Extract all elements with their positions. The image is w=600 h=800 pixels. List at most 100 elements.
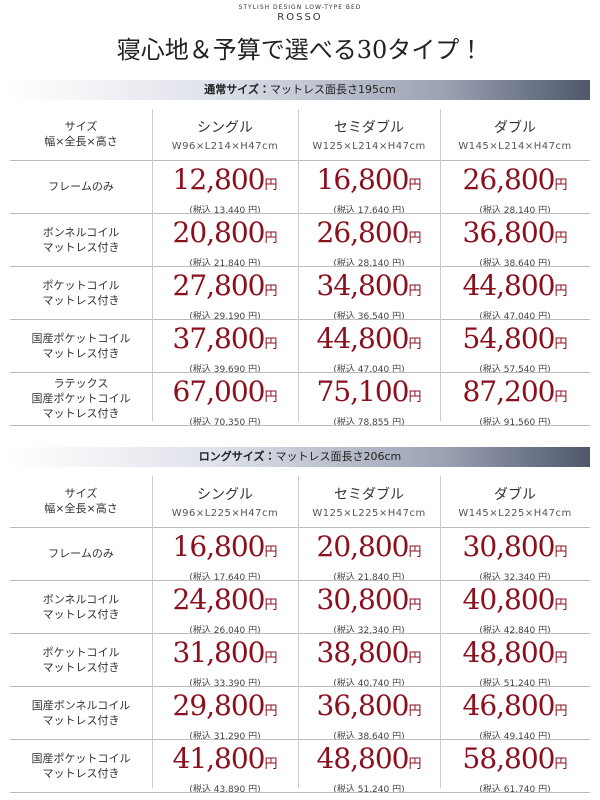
row-label: ポケットコイル マットレス付き [10,278,152,308]
tax-price: (税込 40,740 円) [333,679,405,689]
section-title-bold: 通常サイズ： [204,83,270,96]
row-divider [10,160,590,161]
row-divider [10,633,590,634]
price: 44,800円 [440,270,590,308]
tax-price: (税込 17,640 円) [189,573,261,583]
column-name: ダブル [494,487,536,503]
tax-price: (税込 26,040 円) [189,626,261,636]
price-unit: 円 [408,704,422,719]
price: 37,800円 [152,323,298,361]
price-value: 44,800 [462,269,556,302]
price-cell: 34,800円 (税込 36,540 円) [298,270,440,323]
price-cell: 37,800円 (税込 39,690 円) [152,323,298,376]
tax-price: (税込 28,140 円) [479,206,551,216]
price: 16,800円 [152,531,298,569]
column-header: ダブル W145×L225×H47cm [440,484,590,519]
price: 48,800円 [298,743,440,781]
price: 30,800円 [440,531,590,569]
label-line: 幅×全長×高さ [44,135,118,148]
column-divider [298,109,299,421]
price-cell: 26,800円 (税込 28,140 円) [298,217,440,270]
price-cell: 67,000円 (税込 70,350 円) [152,376,298,429]
price-cell: 54,800円 (税込 57,540 円) [440,323,590,376]
price: 24,800円 [152,584,298,622]
label-line: 国産ボンネルコイル [31,698,131,712]
price: 34,800円 [298,270,440,308]
label-line: マットレス付き [42,607,120,621]
price-unit: 円 [264,704,278,719]
column-divider [152,476,153,788]
price-value: 31,800 [172,636,266,669]
price-unit: 円 [554,545,568,560]
label-line: サイズ [64,120,98,133]
label-line: ラテックス [53,377,109,390]
price-cell: 30,800円 (税込 32,340 円) [440,531,590,584]
price-cell: 44,800円 (税込 47,040 円) [298,322,440,376]
price-value: 16,800 [172,530,266,563]
price-value: 41,800 [172,742,266,775]
price-cell: 48,800円 (税込 51,240 円) [298,743,440,796]
price-cell: 58,800円 (税込 61,740 円) [440,743,590,796]
price-cell: 38,800円 (税込 40,740 円) [298,637,440,690]
price: 30,800円 [298,584,440,622]
section-banner: ロングサイズ：マットレス面長さ206cm [10,447,590,467]
label-line: 国産ポケットコイル [31,751,131,765]
price-value: 29,800 [172,689,266,722]
price: 36,800円 [440,217,590,255]
label-line: マットレス付き [42,660,120,674]
row-label: ポケットコイル マットレス付き [10,645,152,675]
tax-price: (税込 43,890 円) [189,785,261,795]
column-dims: W96×L225×H47cm [171,508,279,519]
label-line: マットレス付き [42,766,120,780]
price-unit: 円 [264,231,278,246]
price-cell: 46,800円 (税込 49,140 円) [440,690,590,743]
title: 寝心地＆予算で選べる30タイプ！ [116,36,484,64]
price-value: 87,200 [462,375,556,408]
column-name: シングル [197,487,253,503]
price: 58,800円 [440,743,590,781]
price: 40,800円 [440,584,590,622]
column-dims: W96×L214×H47cm [171,141,279,152]
row-divider [10,266,590,267]
column-header: シングル W96×L225×H47cm [152,484,298,519]
brand: ROSSO [277,12,323,23]
price-value: 75,100 [316,375,410,408]
price-value: 44,800 [316,322,410,355]
price-cell: 30,800円 (税込 32,340 円) [298,584,440,637]
price-value: 12,800 [172,163,266,196]
price-unit: 円 [408,598,422,613]
price-value: 48,800 [316,742,410,775]
price-unit: 円 [408,178,422,193]
price-unit: 円 [408,757,422,772]
price-unit: 円 [554,704,568,719]
tax-price: (税込 32,340 円) [479,573,551,583]
price: 20,800円 [152,217,298,255]
price-cell: 40,800円 (税込 42,840 円) [440,584,590,637]
price-unit: 円 [264,598,278,613]
price-cell: 16,800円 (税込 17,640 円) [152,531,298,584]
tax-price: (税込 38,640 円) [479,259,551,269]
tax-price: (税込 28,140 円) [333,259,405,269]
price-cell: 36,800円 (税込 38,640 円) [298,690,440,743]
price-cell: 29,800円 (税込 31,290 円) [152,689,298,743]
label-line: ボンネルコイル [42,592,120,606]
section-title-bold: ロングサイズ： [198,450,276,463]
price-cell: 24,800円 (税込 26,040 円) [152,584,298,637]
row-divider [10,580,590,581]
label-line: マットレス付き [42,346,120,360]
price-cell: 26,800円 (税込 28,140 円) [440,163,590,217]
tax-price: (税込 13,440 円) [189,206,261,216]
price-value: 20,800 [316,530,410,563]
tax-price: (税込 29,190 円) [189,312,261,322]
tax-price: (税込 21,840 円) [333,573,405,583]
price-value: 26,800 [462,163,556,196]
column-divider [298,476,299,788]
price-cell: 20,800円 (税込 21,840 円) [298,530,440,584]
price-value: 30,800 [316,583,410,616]
row-divider [10,319,590,320]
label-line: ポケットコイル [42,278,120,292]
column-divider [440,109,441,421]
tax-price: (税込 49,140 円) [479,732,551,742]
price-value: 46,800 [462,689,556,722]
price: 46,800円 [440,690,590,728]
